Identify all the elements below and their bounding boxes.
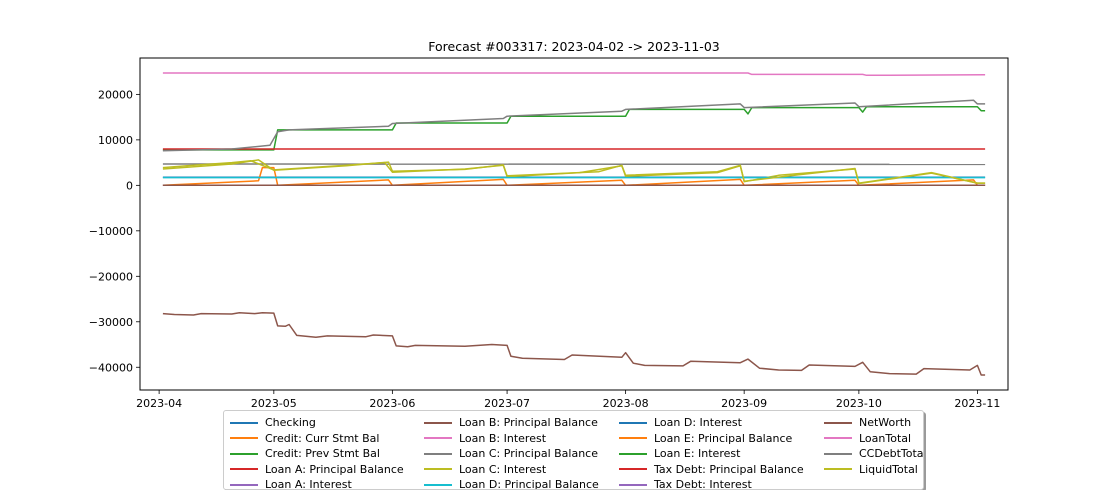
legend-label: Credit: Curr Stmt Bal bbox=[265, 432, 379, 445]
chart-title: Forecast #003317: 2023-04-02 -> 2023-11-… bbox=[428, 39, 719, 54]
series-layer bbox=[163, 73, 985, 375]
legend-item: Loan C: Principal Balance bbox=[420, 446, 615, 462]
legend-column: Loan D: Interest Loan E: Principal Balanc… bbox=[615, 415, 820, 490]
legend-swatch bbox=[619, 437, 647, 439]
legend-label: Loan D: Interest bbox=[654, 416, 742, 429]
y-tick-label: 10000 bbox=[98, 134, 133, 147]
legend-label: Loan A: Principal Balance bbox=[265, 463, 404, 476]
legend-label: NetWorth bbox=[859, 416, 911, 429]
series-line-loan-b-interest bbox=[163, 73, 985, 75]
legend-label: Loan D: Principal Balance bbox=[459, 478, 599, 490]
y-tick-label: 0 bbox=[126, 179, 133, 192]
legend-label: Loan E: Interest bbox=[654, 447, 740, 460]
x-axis: 2023-04 2023-05 2023-06 2023-07 2023-08 2023-… bbox=[136, 390, 1000, 410]
series-line-loan-b-principal-balance bbox=[163, 313, 985, 375]
legend-label: Loan C: Interest bbox=[459, 463, 546, 476]
legend-item: Loan E: Principal Balance bbox=[615, 431, 820, 447]
legend-swatch bbox=[424, 484, 452, 486]
x-tick-label: 2023-04 bbox=[136, 397, 182, 410]
legend-swatch bbox=[230, 422, 258, 424]
legend-label: CCDebtTotal bbox=[859, 447, 924, 460]
legend-columns: Checking Credit: Curr Stmt Bal Credit: Pre… bbox=[224, 411, 923, 490]
legend-swatch bbox=[230, 468, 258, 470]
y-tick-label: 20000 bbox=[98, 88, 133, 101]
legend-item: Loan C: Interest bbox=[420, 462, 615, 478]
legend-label: Loan B: Interest bbox=[459, 432, 546, 445]
legend-label: Checking bbox=[265, 416, 316, 429]
legend-item: Loan A: Principal Balance bbox=[226, 462, 420, 478]
x-tick-label: 2023-09 bbox=[721, 397, 767, 410]
x-tick-label: 2023-06 bbox=[369, 397, 415, 410]
legend-item: Loan E: Interest bbox=[615, 446, 820, 462]
legend-label: LoanTotal bbox=[859, 432, 911, 445]
legend-item: Loan B: Interest bbox=[420, 431, 615, 447]
legend-item: Credit: Curr Stmt Bal bbox=[226, 431, 420, 447]
legend-label: Loan B: Principal Balance bbox=[459, 416, 598, 429]
y-axis: 20000 10000 0 −10000 −20000 −30000 −40000 bbox=[89, 88, 140, 374]
legend-swatch bbox=[619, 468, 647, 470]
legend-item: LoanTotal bbox=[820, 431, 924, 447]
forecast-chart: Forecast #003317: 2023-04-02 -> 2023-11-… bbox=[0, 0, 1120, 480]
legend-item: Tax Debt: Interest bbox=[615, 477, 820, 490]
y-tick-label: −10000 bbox=[89, 225, 133, 238]
legend-swatch bbox=[824, 468, 852, 470]
legend-swatch bbox=[230, 453, 258, 455]
legend-item: Credit: Prev Stmt Bal bbox=[226, 446, 420, 462]
y-tick-label: −20000 bbox=[89, 270, 133, 283]
legend-swatch bbox=[230, 484, 258, 486]
legend-label: Tax Debt: Interest bbox=[654, 478, 752, 490]
x-tick-label: 2023-05 bbox=[251, 397, 297, 410]
y-tick-label: −30000 bbox=[89, 316, 133, 329]
legend-swatch bbox=[424, 453, 452, 455]
legend-swatch bbox=[619, 422, 647, 424]
legend-column: Checking Credit: Curr Stmt Bal Credit: Pre… bbox=[226, 415, 420, 490]
legend-item: Loan A: Interest bbox=[226, 477, 420, 490]
legend-label: Tax Debt: Principal Balance bbox=[654, 463, 804, 476]
legend-swatch bbox=[230, 437, 258, 439]
legend-label: LiquidTotal bbox=[859, 463, 918, 476]
legend-label: Loan C: Principal Balance bbox=[459, 447, 598, 460]
legend-swatch bbox=[424, 437, 452, 439]
y-tick-label: −40000 bbox=[89, 361, 133, 374]
x-tick-label: 2023-07 bbox=[484, 397, 530, 410]
x-tick-label: 2023-11 bbox=[954, 397, 1000, 410]
series-line-ccdebttotal bbox=[163, 100, 985, 151]
legend-item: Loan B: Principal Balance bbox=[420, 415, 615, 431]
legend-label: Loan E: Principal Balance bbox=[654, 432, 792, 445]
legend-swatch bbox=[619, 453, 647, 455]
x-tick-label: 2023-08 bbox=[603, 397, 649, 410]
legend-item: LiquidTotal bbox=[820, 462, 924, 478]
legend-item: NetWorth bbox=[820, 415, 924, 431]
legend-swatch bbox=[424, 468, 452, 470]
legend-swatch bbox=[824, 453, 852, 455]
legend-swatch bbox=[619, 484, 647, 486]
chart-legend: Checking Credit: Curr Stmt Bal Credit: Pre… bbox=[223, 410, 924, 490]
legend-label: Credit: Prev Stmt Bal bbox=[265, 447, 380, 460]
legend-swatch bbox=[824, 437, 852, 439]
legend-item: CCDebtTotal bbox=[820, 446, 924, 462]
legend-item: Tax Debt: Principal Balance bbox=[615, 462, 820, 478]
legend-swatch bbox=[824, 422, 852, 424]
legend-swatch bbox=[424, 422, 452, 424]
legend-item: Loan D: Interest bbox=[615, 415, 820, 431]
legend-item: Loan D: Principal Balance bbox=[420, 477, 615, 490]
x-tick-label: 2023-10 bbox=[836, 397, 882, 410]
legend-column: Loan B: Principal Balance Loan B: Interes… bbox=[420, 415, 615, 490]
plot-frame bbox=[140, 58, 1008, 390]
legend-label: Loan A: Interest bbox=[265, 478, 352, 490]
legend-item: Checking bbox=[226, 415, 420, 431]
legend-column: NetWorth LoanTotal CCDebtTotal LiquidTotal bbox=[820, 415, 924, 490]
